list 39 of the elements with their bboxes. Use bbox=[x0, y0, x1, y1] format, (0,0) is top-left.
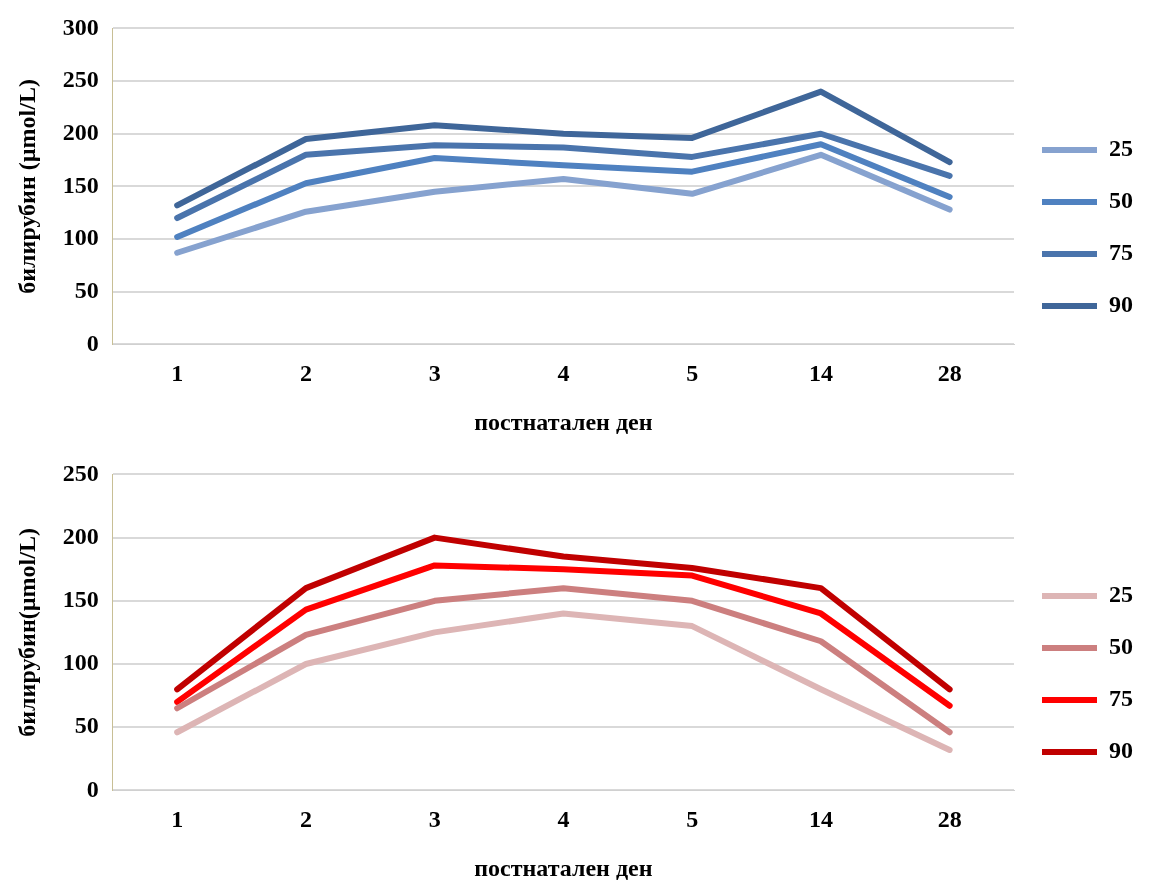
y-tick-label: 0 bbox=[86, 775, 99, 802]
legend-label: 50 bbox=[1109, 187, 1133, 214]
legend-label: 50 bbox=[1109, 633, 1133, 660]
x-tick-label: 3 bbox=[428, 360, 441, 386]
y-tick-label: 100 bbox=[62, 224, 99, 251]
y-tick-label: 300 bbox=[62, 13, 99, 40]
y-axis-title: билирубин (µmol/L) bbox=[13, 79, 40, 294]
x-tick-label: 1 bbox=[171, 806, 184, 832]
legend-label: 25 bbox=[1109, 581, 1133, 608]
x-tick-label: 4 bbox=[557, 360, 570, 386]
y-tick-label: 150 bbox=[62, 586, 99, 612]
x-axis-title: постнатален ден bbox=[474, 408, 653, 435]
x-tick-label: 5 bbox=[686, 806, 699, 832]
y-tick-label: 250 bbox=[62, 459, 99, 486]
x-tick-label: 3 bbox=[428, 806, 441, 832]
x-tick-label: 1 bbox=[171, 360, 184, 386]
x-tick-label: 14 bbox=[808, 360, 833, 386]
x-tick-label: 28 bbox=[937, 806, 962, 832]
x-axis-title: постнатален ден bbox=[474, 854, 653, 881]
y-tick-label: 150 bbox=[62, 171, 99, 198]
legend-label: 25 bbox=[1109, 135, 1133, 162]
y-tick-label: 50 bbox=[74, 276, 99, 303]
y-tick-label: 200 bbox=[62, 118, 99, 145]
y-tick-label: 250 bbox=[62, 66, 99, 93]
legend-label: 90 bbox=[1109, 291, 1133, 318]
y-tick-label: 0 bbox=[86, 329, 99, 356]
legend-label: 90 bbox=[1109, 737, 1133, 764]
x-tick-label: 28 bbox=[937, 360, 962, 386]
legend-label: 75 bbox=[1109, 239, 1133, 266]
y-axis-title: билирубин(µmol/L) bbox=[13, 528, 40, 737]
y-tick-label: 100 bbox=[62, 649, 99, 676]
y-tick-label: 200 bbox=[62, 522, 99, 549]
x-tick-label: 4 bbox=[557, 806, 570, 832]
x-tick-label: 2 bbox=[299, 360, 312, 386]
x-tick-label: 5 bbox=[686, 360, 699, 386]
x-tick-label: 14 bbox=[808, 806, 833, 832]
x-tick-label: 2 bbox=[299, 806, 312, 832]
y-tick-label: 50 bbox=[74, 712, 99, 739]
legend-label: 75 bbox=[1109, 685, 1133, 712]
